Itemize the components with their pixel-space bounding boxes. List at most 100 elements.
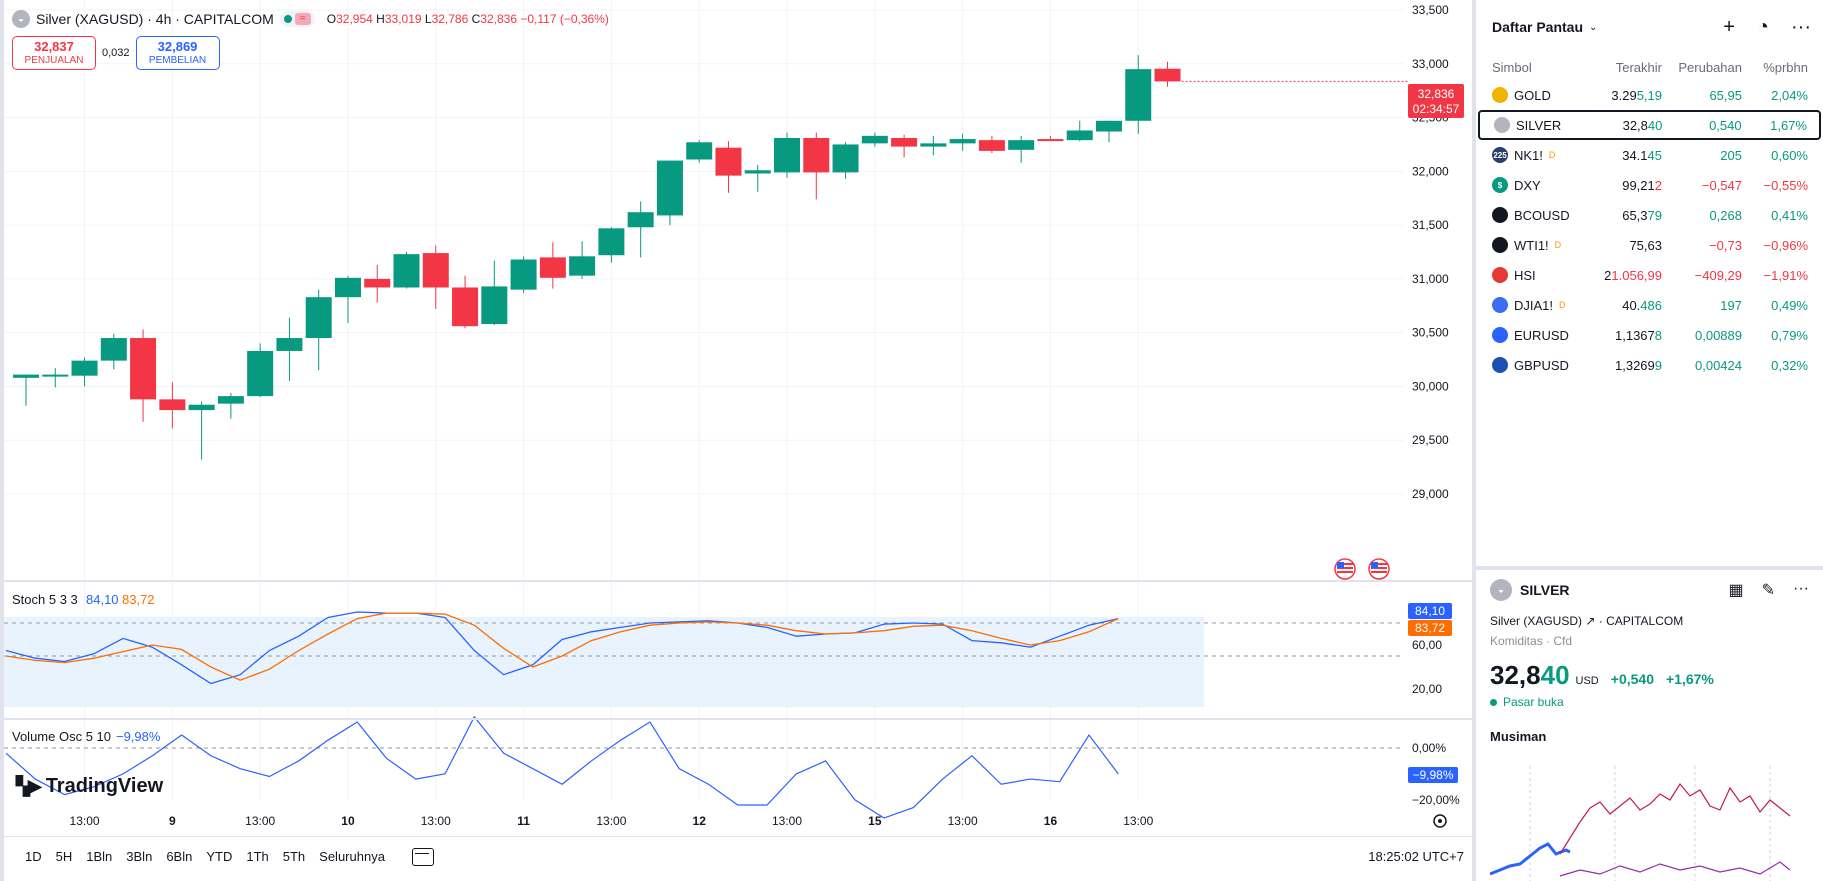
- candle-body: [42, 374, 69, 377]
- row-change: 0,268: [1709, 207, 1742, 223]
- watchlist-panel: Daftar Pantau ⌄ + ◔ ··· Simbol Terakhir …: [1476, 0, 1823, 566]
- range-3bln[interactable]: 3Bln: [126, 849, 153, 864]
- detail-name[interactable]: Silver (XAGUSD): [1490, 614, 1583, 628]
- us-flag-icon[interactable]: [1368, 558, 1390, 580]
- vol-legend-value: −9,98%: [116, 729, 161, 744]
- col-symbol[interactable]: Simbol: [1492, 59, 1532, 75]
- vol-axis-label: 0,00%: [1412, 741, 1446, 755]
- time-axis-label: 11: [517, 814, 530, 828]
- row-symbol-cell: SILVER: [1494, 117, 1593, 133]
- last-price-tag: 32,836: [1418, 87, 1455, 101]
- advanced-view-icon[interactable]: ◔: [1756, 16, 1770, 38]
- range-1th[interactable]: 1Th: [246, 849, 269, 864]
- candle-body: [217, 396, 244, 404]
- candle-body: [774, 137, 801, 173]
- watchlist-row-hsi[interactable]: HSI 21.056,99 −409,29 −1,91%: [1476, 260, 1823, 290]
- tradingview-logo[interactable]: ▚▶ TradingView: [16, 775, 163, 798]
- market-status-pill[interactable]: ≈: [279, 11, 315, 27]
- detail-pct: +1,67%: [1665, 671, 1714, 687]
- detail-subtitle: Silver (XAGUSD) ↗ · CAPITALCOM: [1490, 614, 1684, 628]
- stoch-d-line: [5, 612, 1119, 681]
- detail-symbol[interactable]: SILVER: [1520, 582, 1570, 598]
- us-flag-icon[interactable]: [1334, 558, 1356, 580]
- ohlc-readout: O32,954 H33,019 L32,786 C32,836 −0,117 (…: [326, 12, 609, 26]
- watchlist-row-wti1[interactable]: WTI1! D 75,63 −0,73 −0,96%: [1476, 230, 1823, 260]
- clock[interactable]: 18:25:02 UTC+7: [1368, 849, 1464, 864]
- time-axis-label: 13:00: [596, 814, 626, 828]
- time-axis-label: 15: [868, 814, 882, 828]
- sell-label: PENJUALAN: [24, 55, 84, 66]
- sell-button[interactable]: 32,837 PENJUALAN: [12, 36, 96, 70]
- row-pct: 1,67%: [1770, 117, 1807, 133]
- row-change: −0,547: [1701, 177, 1742, 193]
- row-pct: 0,49%: [1771, 297, 1808, 313]
- grid-layout-icon[interactable]: ▦: [1728, 582, 1744, 599]
- row-symbol: NK1!: [1514, 147, 1543, 163]
- candle-body: [1008, 140, 1035, 150]
- volume-osc-line: [5, 715, 1119, 819]
- range-1d[interactable]: 1D: [25, 849, 42, 864]
- row-delay-flag: D: [1559, 300, 1566, 310]
- ohlc-high: 33,019: [384, 12, 422, 26]
- row-symbol: BCOUSD: [1514, 207, 1570, 223]
- candle-body: [539, 257, 566, 278]
- symbol-title[interactable]: Silver (XAGUSD) · 4h · CAPITALCOM: [36, 11, 274, 27]
- row-last: 1,32699: [1615, 357, 1662, 373]
- vol-tag-bg: [1408, 767, 1458, 783]
- row-last: 75,63: [1629, 237, 1662, 253]
- symbol-logo-icon: [1494, 117, 1510, 133]
- watchlist-row-silver[interactable]: SILVER 32,840 0,540 1,67%: [1478, 110, 1821, 140]
- chart-settings-icon[interactable]: [1433, 814, 1447, 828]
- range-5h[interactable]: 5H: [55, 849, 73, 864]
- col-pct[interactable]: %prbhn: [1763, 59, 1808, 75]
- candle-body: [481, 286, 508, 325]
- price-axis-label: 31,000: [1412, 272, 1449, 286]
- more-icon[interactable]: ···: [1791, 16, 1811, 38]
- stoch-band: [4, 617, 1204, 707]
- row-symbol: EURUSD: [1514, 327, 1569, 343]
- calendar-icon[interactable]: [411, 847, 434, 866]
- row-change: 197: [1720, 297, 1742, 313]
- spread-value: 0,032: [102, 47, 130, 59]
- col-change[interactable]: Perubahan: [1678, 59, 1742, 75]
- col-last[interactable]: Terakhir: [1615, 59, 1662, 75]
- more-icon[interactable]: ···: [1793, 580, 1809, 597]
- range-1bln[interactable]: 1Bln: [86, 849, 113, 864]
- range-5th[interactable]: 5Th: [282, 849, 306, 864]
- symbol-logo-icon: [1492, 297, 1508, 313]
- watchlist-row-gbpusd[interactable]: GBPUSD 1,32699 0,00424 0,32%: [1476, 350, 1823, 380]
- watchlist-row-nk1[interactable]: 225 NK1! D 34.145 205 0,60%: [1476, 140, 1823, 170]
- watchlist-row-dxy[interactable]: $ DXY 99,212 −0,547 −0,55%: [1476, 170, 1823, 200]
- watchlist-row-djia1[interactable]: DJIA1! D 40.486 197 0,49%: [1476, 290, 1823, 320]
- candle-body: [130, 338, 157, 400]
- watchlist-row-bcousd[interactable]: BCOUSD 65,379 0,268 0,41%: [1476, 200, 1823, 230]
- candle-body: [1154, 68, 1181, 82]
- external-link-icon[interactable]: ↗: [1585, 614, 1599, 628]
- row-symbol-cell: GOLD: [1492, 87, 1592, 103]
- row-last: 34.145: [1622, 147, 1662, 163]
- candle-body: [949, 139, 976, 144]
- row-symbol: DXY: [1514, 177, 1541, 193]
- edit-icon[interactable]: ✎: [1761, 582, 1776, 599]
- chart-panel[interactable]: 33,50033,00032,50032,00031,50031,00030,5…: [4, 0, 1472, 881]
- detail-category: Komiditas · Cfd: [1490, 634, 1573, 648]
- candle-body: [598, 228, 625, 256]
- range-ytd[interactable]: YTD: [206, 849, 233, 864]
- watchlist-row-eurusd[interactable]: EURUSD 1,13678 0,00889 0,79%: [1476, 320, 1823, 350]
- market-open-dot-icon: [1490, 698, 1497, 706]
- symbol-logo-icon: [1492, 237, 1508, 253]
- chevron-down-icon[interactable]: ⌄: [1589, 21, 1598, 33]
- buy-button[interactable]: 32,869 PEMBELIAN: [135, 36, 220, 70]
- chart-canvas[interactable]: 33,50033,00032,50032,00031,50031,00030,5…: [4, 0, 1472, 832]
- row-symbol: DJIA1!: [1514, 297, 1554, 313]
- range-all[interactable]: Seluruhnya: [319, 849, 385, 864]
- seasonal-chart[interactable]: [1490, 766, 1810, 881]
- add-symbol-icon[interactable]: +: [1723, 16, 1735, 38]
- stoch-axis-label: 60,00: [1412, 638, 1442, 652]
- candle-body: [13, 374, 39, 378]
- detail-exchange[interactable]: CAPITALCOM: [1606, 614, 1684, 628]
- row-symbol: GBPUSD: [1514, 357, 1569, 373]
- range-6bln[interactable]: 6Bln: [166, 849, 193, 864]
- watchlist-row-gold[interactable]: GOLD 3.295,19 65,95 2,04%: [1476, 80, 1823, 110]
- watchlist-title[interactable]: Daftar Pantau: [1492, 19, 1584, 35]
